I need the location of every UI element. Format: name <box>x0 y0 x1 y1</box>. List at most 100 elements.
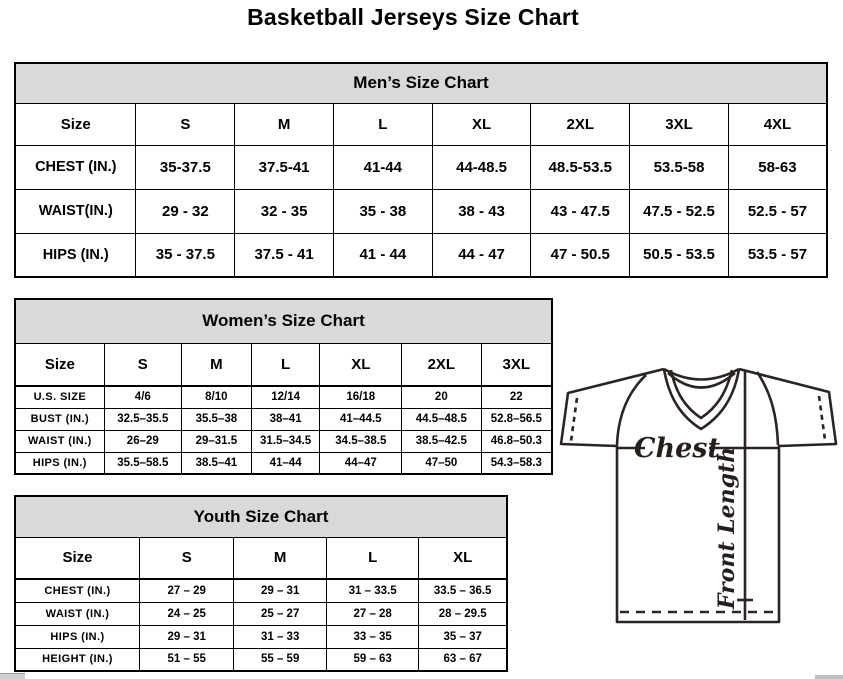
men-row-label: WAIST(IN.) <box>14 188 137 234</box>
jersey-collar-v-inner <box>669 369 734 420</box>
men-cell: 35-37.5 <box>135 144 236 190</box>
youth-cell: 59 – 63 <box>325 647 420 672</box>
men-cell: 41-44 <box>332 144 433 190</box>
youth-table-row: HIPS (IN.) 29 – 31 31 – 33 33 – 35 35 – 37 <box>14 624 508 649</box>
women-row-label: BUST (IN.) <box>14 407 105 431</box>
women-cell: 16/18 <box>319 385 403 409</box>
youth-table-title: Youth Size Chart <box>14 495 508 538</box>
youth-column-header: M <box>233 536 327 580</box>
jersey-collar-v-outer <box>662 368 741 431</box>
men-cell: 35 - 37.5 <box>135 232 236 278</box>
men-row-label: HIPS (IN.) <box>14 232 137 278</box>
women-table-title: Women’s Size Chart <box>14 298 553 344</box>
men-table-row: HIPS (IN.) 35 - 37.5 37.5 - 41 41 - 44 44 - … <box>14 232 828 278</box>
women-cell: 41–44.5 <box>319 407 403 431</box>
men-cell: 43 - 47.5 <box>530 188 631 234</box>
women-cell: 26–29 <box>103 429 182 453</box>
men-cell: 47.5 - 52.5 <box>629 188 729 234</box>
men-cell: 41 - 44 <box>332 232 433 278</box>
men-table-row: WAIST(IN.) 29 - 32 32 - 35 35 - 38 38 - 43 43… <box>14 188 828 234</box>
youth-cell: 31 – 33.5 <box>325 578 420 603</box>
men-cell: 35 - 38 <box>332 188 433 234</box>
women-cell: 44.5–48.5 <box>401 407 482 431</box>
men-cell: 38 - 43 <box>431 188 532 234</box>
youth-cell: 28 – 29.5 <box>418 601 508 626</box>
youth-size-table: Youth Size Chart Size S M L XL CHEST (IN.) 27 –… <box>14 495 508 672</box>
jersey-left-cuff-dashed-line <box>569 397 579 442</box>
men-cell: 29 - 32 <box>135 188 236 234</box>
women-cell: 52.8–56.5 <box>480 407 553 431</box>
women-column-header: 2XL <box>401 342 482 387</box>
youth-cell: 31 – 33 <box>233 624 327 649</box>
women-cell: 20 <box>401 385 482 409</box>
women-cell: 38.5–42.5 <box>401 429 482 453</box>
youth-row-label: WAIST (IN.) <box>14 601 140 626</box>
women-row-label: WAIST (IN.) <box>14 429 105 453</box>
youth-cell: 63 – 67 <box>418 647 508 672</box>
jersey-measurement-diagram-icon: Chest Front Length <box>559 367 838 624</box>
youth-table-row: CHEST (IN.) 27 – 29 29 – 31 31 – 33.5 33.5 –… <box>14 578 508 603</box>
jersey-collar-back-arc-2 <box>667 372 736 389</box>
men-column-header: XL <box>431 102 532 146</box>
youth-cell: 29 – 31 <box>138 624 235 649</box>
youth-table-row: HEIGHT (IN.) 51 – 55 55 – 59 59 – 63 63 – 67 <box>14 647 508 672</box>
men-table-title: Men’s Size Chart <box>14 62 828 104</box>
scrollbar-fragment-left[interactable] <box>0 673 25 679</box>
women-cell: 8/10 <box>180 385 252 409</box>
women-cell: 22 <box>480 385 553 409</box>
youth-table-row: WAIST (IN.) 24 – 25 25 – 27 27 – 28 28 – 29.… <box>14 601 508 626</box>
youth-cell: 55 – 59 <box>233 647 327 672</box>
chest-label: Chest <box>634 433 720 464</box>
men-cell: 47 - 50.5 <box>530 232 631 278</box>
youth-cell: 35 – 37 <box>418 624 508 649</box>
men-column-header: S <box>135 102 236 146</box>
women-column-header: S <box>103 342 182 387</box>
youth-cell: 51 – 55 <box>138 647 235 672</box>
men-cell: 58-63 <box>727 144 828 190</box>
men-cell: 44-48.5 <box>431 144 532 190</box>
men-cell: 37.5-41 <box>234 144 334 190</box>
women-cell: 4/6 <box>103 385 182 409</box>
women-column-header: 3XL <box>480 342 553 387</box>
women-cell: 44–47 <box>319 451 403 475</box>
women-table-row: BUST (IN.) 32.5–35.5 35.5–38 38–41 41–44.5 44… <box>14 407 553 431</box>
youth-cell: 24 – 25 <box>138 601 235 626</box>
youth-cell: 27 – 28 <box>325 601 420 626</box>
men-cell: 48.5-53.5 <box>530 144 631 190</box>
youth-column-header: Size <box>14 536 140 580</box>
women-row-label: U.S. SIZE <box>14 385 105 409</box>
page-title: Basketball Jerseys Size Chart <box>247 4 579 30</box>
women-table-row: WAIST (IN.) 26–29 29–31.5 31.5–34.5 34.5–38.… <box>14 429 553 453</box>
youth-column-header: L <box>325 536 420 580</box>
women-column-header: XL <box>319 342 403 387</box>
women-cell: 41–44 <box>250 451 321 475</box>
women-cell: 38.5–41 <box>180 451 252 475</box>
scrollbar-fragment-right[interactable] <box>815 675 843 679</box>
men-cell: 50.5 - 53.5 <box>629 232 729 278</box>
men-column-header: Size <box>14 102 137 146</box>
youth-column-header: XL <box>418 536 508 580</box>
men-cell: 44 - 47 <box>431 232 532 278</box>
youth-column-header: S <box>138 536 235 580</box>
jersey-left-armhole-seam <box>615 374 647 446</box>
front-length-label: Front Length <box>714 447 740 610</box>
youth-cell: 33.5 – 36.5 <box>418 578 508 603</box>
women-cell: 35.5–58.5 <box>103 451 182 475</box>
women-row-label: HIPS (IN.) <box>14 451 105 475</box>
women-cell: 32.5–35.5 <box>103 407 182 431</box>
women-table-row: HIPS (IN.) 35.5–58.5 38.5–41 41–44 44–47 47–5… <box>14 451 553 475</box>
men-cell: 32 - 35 <box>234 188 334 234</box>
youth-cell: 29 – 31 <box>233 578 327 603</box>
youth-row-label: HIPS (IN.) <box>14 624 140 649</box>
men-column-header: 3XL <box>629 102 729 146</box>
men-column-header: 4XL <box>727 102 828 146</box>
women-table-row: U.S. SIZE 4/6 8/10 12/14 16/18 20 22 <box>14 385 553 409</box>
women-cell: 34.5–38.5 <box>319 429 403 453</box>
jersey-outline <box>559 367 838 624</box>
men-cell: 53.5-58 <box>629 144 729 190</box>
mens-size-table: Men’s Size Chart Size S M L XL 2XL 3XL 4XL CHEST … <box>14 62 828 278</box>
men-column-header: M <box>234 102 334 146</box>
jersey-right-cuff-dashed-line <box>817 395 827 441</box>
men-cell: 37.5 - 41 <box>234 232 334 278</box>
